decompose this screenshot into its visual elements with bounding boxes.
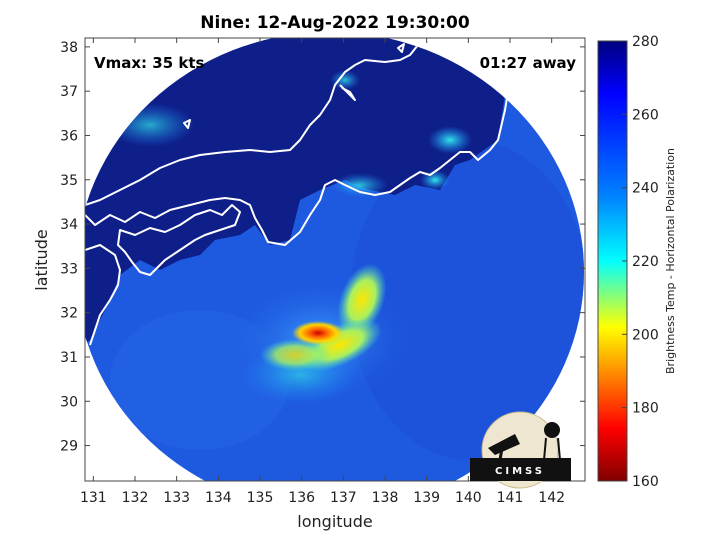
y-axis: 29 30 31 32 33 34 35 36 37 38 bbox=[60, 40, 585, 455]
x-tick-label: 133 bbox=[163, 490, 190, 506]
time-away-annotation: 01:27 away bbox=[480, 54, 577, 72]
x-tick-label: 142 bbox=[538, 490, 565, 506]
x-axis-label: longitude bbox=[297, 512, 372, 531]
colorbar-tick-label: 180 bbox=[632, 401, 659, 417]
colorbar-tick-label: 280 bbox=[632, 34, 659, 50]
x-tick-label: 135 bbox=[247, 490, 274, 506]
x-tick-label: 134 bbox=[205, 490, 232, 506]
colorbar-tick-label: 240 bbox=[632, 181, 659, 197]
y-tick-label: 29 bbox=[60, 439, 78, 455]
colorbar-ticks: 280 260 240 220 200 180 160 bbox=[622, 34, 659, 490]
cimss-logo: CIMSS bbox=[470, 411, 571, 489]
y-tick-label: 37 bbox=[60, 84, 78, 100]
y-tick-label: 34 bbox=[60, 217, 78, 233]
y-tick-label: 33 bbox=[60, 261, 78, 277]
y-tick-label: 35 bbox=[60, 173, 78, 189]
x-tick-label: 136 bbox=[288, 490, 315, 506]
colorbar-tick-label: 260 bbox=[632, 107, 659, 123]
x-tick-label: 140 bbox=[455, 490, 482, 506]
x-tick-label: 131 bbox=[80, 490, 107, 506]
y-tick-label: 38 bbox=[60, 40, 78, 56]
x-tick-label: 138 bbox=[372, 490, 399, 506]
colorbar-tick-label: 200 bbox=[632, 327, 659, 343]
vmax-annotation: Vmax: 35 kts bbox=[94, 54, 204, 72]
x-tick-label: 132 bbox=[122, 490, 149, 506]
y-axis-label: latitude bbox=[32, 229, 51, 290]
colorbar-label: Brightness Temp - Horizontal Polarizatio… bbox=[664, 148, 677, 374]
x-tick-label: 141 bbox=[497, 490, 524, 506]
y-tick-label: 31 bbox=[60, 350, 78, 366]
chart-title: Nine: 12-Aug-2022 19:30:00 bbox=[200, 13, 470, 33]
colorbar-tick-label: 220 bbox=[632, 254, 659, 270]
x-axis: 131 132 133 134 135 136 137 138 139 140 141 142 bbox=[80, 38, 565, 506]
land-region bbox=[85, 38, 584, 360]
x-tick-label: 137 bbox=[330, 490, 357, 506]
x-tick-label: 139 bbox=[413, 490, 440, 506]
plot-frame bbox=[84, 37, 586, 482]
y-tick-label: 36 bbox=[60, 128, 78, 144]
logo-text: CIMSS bbox=[495, 466, 545, 477]
cold-core bbox=[292, 321, 344, 345]
y-tick-label: 30 bbox=[60, 394, 78, 410]
colorbar-tick-label: 160 bbox=[632, 474, 659, 490]
y-tick-label: 32 bbox=[60, 306, 78, 322]
swath-imagery bbox=[85, 38, 584, 481]
